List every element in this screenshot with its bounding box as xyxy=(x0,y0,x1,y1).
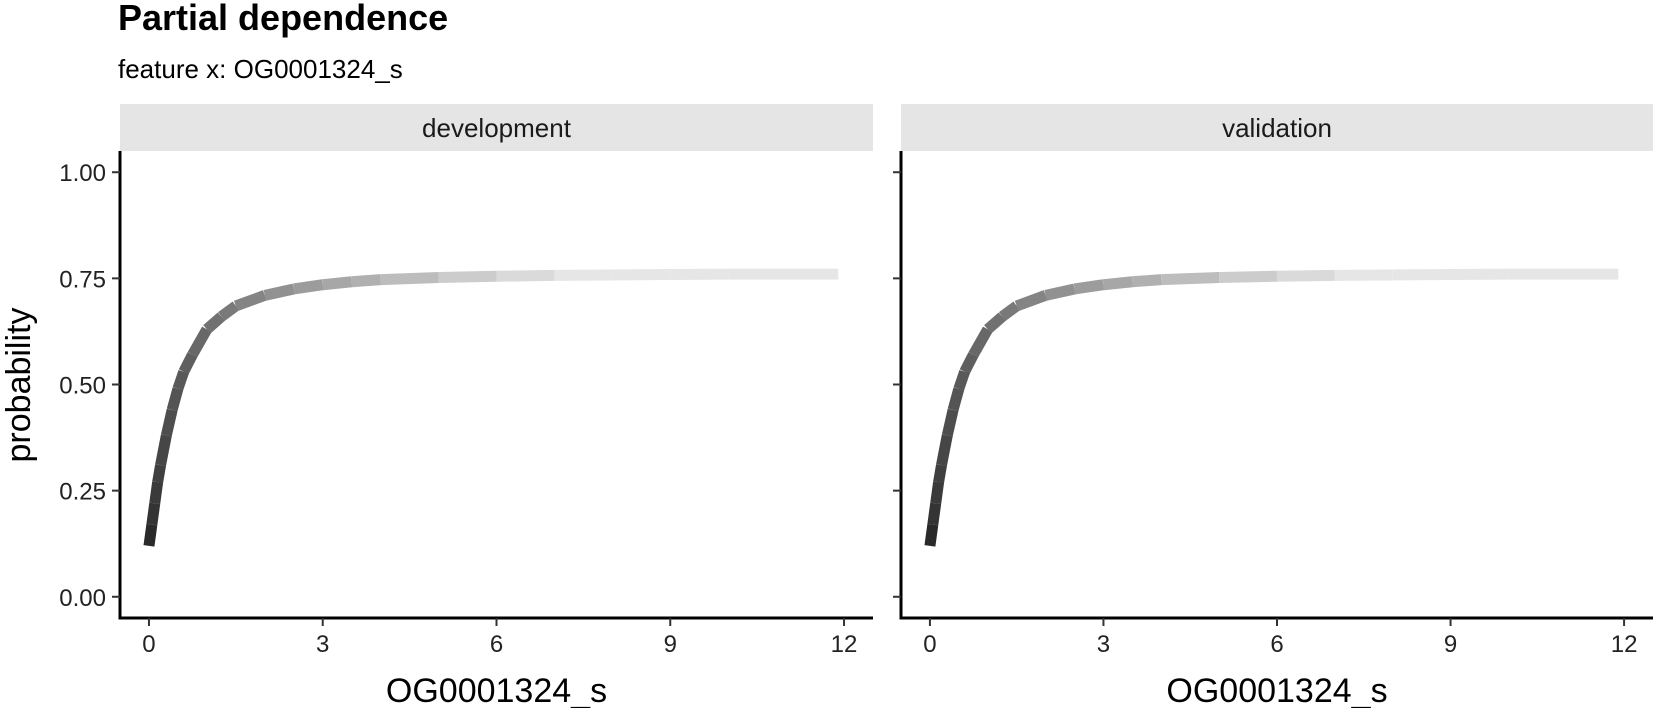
strip-label: validation xyxy=(1222,113,1332,143)
x-tick-label: 9 xyxy=(1444,631,1457,658)
y-tick-label: 0.00 xyxy=(59,585,106,612)
line-segment xyxy=(155,434,172,467)
line-segment xyxy=(1014,290,1048,312)
x-tick-label: 6 xyxy=(490,631,503,658)
strip-label: development xyxy=(422,113,572,143)
y-tick-label: 1.00 xyxy=(59,160,106,187)
line-segment xyxy=(203,312,225,334)
chart-title: Partial dependence xyxy=(118,0,448,38)
line-segment xyxy=(998,301,1020,322)
line-segment xyxy=(351,274,382,288)
line-segment xyxy=(160,408,178,437)
line-segment xyxy=(933,464,947,484)
line-segment xyxy=(187,326,212,358)
series-line xyxy=(924,268,1619,547)
line-segment xyxy=(1044,283,1076,301)
line-segment xyxy=(1276,269,1335,282)
line-segment xyxy=(1219,270,1278,284)
x-tick-label: 0 xyxy=(923,631,936,658)
series-line xyxy=(143,268,839,547)
line-segment xyxy=(152,464,166,484)
strip-background xyxy=(901,104,1653,151)
line-segment xyxy=(149,481,164,505)
chart-subtitle: feature x: OG0001324_s xyxy=(118,54,403,84)
x-tick-label: 9 xyxy=(664,631,677,658)
line-segment xyxy=(984,312,1006,334)
line-segment xyxy=(924,523,939,547)
line-segment xyxy=(143,523,158,547)
line-segment xyxy=(959,352,979,375)
line-segment xyxy=(1161,272,1220,286)
line-segment xyxy=(218,301,240,322)
line-segment xyxy=(166,387,184,412)
line-segment xyxy=(178,352,198,375)
y-tick-label: 0.75 xyxy=(59,266,106,293)
line-segment xyxy=(172,369,189,391)
line-segment xyxy=(927,502,942,526)
line-segment xyxy=(1073,279,1105,295)
line-segment xyxy=(930,481,945,505)
line-segment xyxy=(936,434,953,467)
x-axis-title: OG0001324_s xyxy=(386,672,607,708)
y-tick-label: 0.50 xyxy=(59,373,106,400)
line-segment xyxy=(968,326,993,358)
panel-development: development 0.00 0.25 0.50 0.75 1.00 0 3 6 9 12 OG0… xyxy=(59,104,873,708)
y-axis-title: probability xyxy=(0,308,38,463)
x-tick-label: 3 xyxy=(316,631,329,658)
line-segment xyxy=(292,279,324,295)
line-segment xyxy=(953,369,970,391)
panel-validation: validation 0 3 6 9 12 OG0001324_s xyxy=(893,104,1653,708)
line-segment xyxy=(438,270,497,284)
y-tick-label: 0.25 xyxy=(59,479,106,506)
line-segment xyxy=(233,290,267,312)
x-tick-label: 0 xyxy=(142,631,155,658)
line-segment xyxy=(496,269,555,282)
line-segment xyxy=(1102,276,1133,291)
x-tick-label: 12 xyxy=(831,631,858,658)
line-segment xyxy=(322,276,353,291)
line-segment xyxy=(146,502,161,526)
x-tick-label: 12 xyxy=(1611,631,1638,658)
line-segment xyxy=(947,387,965,412)
x-tick-label: 3 xyxy=(1097,631,1110,658)
line-segment xyxy=(380,272,439,286)
strip-background xyxy=(120,104,873,151)
line-segment xyxy=(1131,274,1162,288)
x-axis-title: OG0001324_s xyxy=(1166,672,1387,708)
line-segment xyxy=(941,408,959,437)
facet-panels: development 0.00 0.25 0.50 0.75 1.00 0 3 6 9 12 OG0… xyxy=(59,104,1653,708)
line-segment xyxy=(263,283,295,301)
x-tick-label: 6 xyxy=(1270,631,1283,658)
